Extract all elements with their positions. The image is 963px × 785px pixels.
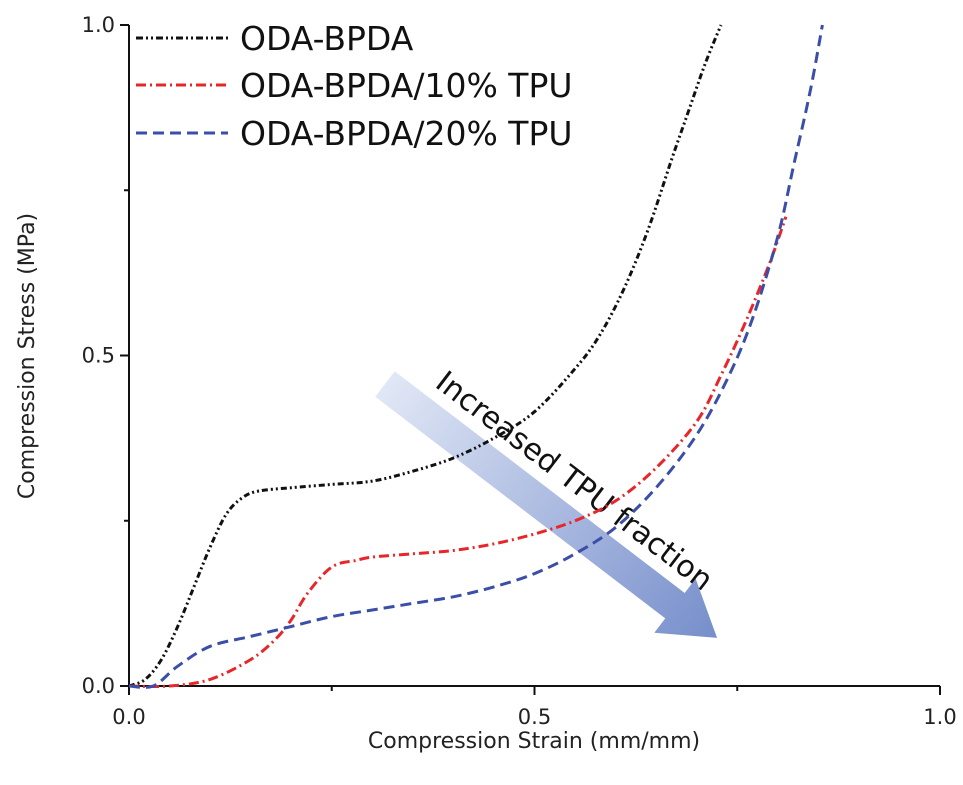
arrow-shape: [375, 371, 718, 638]
annotation-arrow: Increased TPU fraction: [375, 365, 719, 638]
y-tick-label: 0.0: [82, 674, 115, 698]
series-layer: [128, 24, 824, 689]
x-ticks: 0.0 0.5 1.0: [112, 686, 957, 729]
legend: ODA-BPDA ODA-BPDA/10% TPU ODA-BPDA/20% T…: [136, 19, 573, 153]
series-line-2: [128, 24, 824, 689]
legend-item-oda-bpda: ODA-BPDA: [136, 19, 414, 58]
y-tick-label: 0.5: [82, 344, 115, 368]
x-tick-label: 0.0: [112, 705, 145, 729]
legend-label-oda-bpda: ODA-BPDA: [240, 19, 414, 58]
y-tick-label: 1.0: [82, 13, 115, 37]
series-line-1: [128, 216, 788, 688]
legend-label-20-tpu: ODA-BPDA/20% TPU: [240, 114, 573, 153]
legend-label-10-tpu: ODA-BPDA/10% TPU: [240, 66, 573, 105]
x-tick-label: 1.0: [923, 705, 956, 729]
legend-item-10-tpu: ODA-BPDA/10% TPU: [136, 66, 573, 105]
annotation-text: Increased TPU fraction: [429, 365, 719, 599]
x-tick-label: 0.5: [518, 705, 551, 729]
x-axis-title: Compression Strain (mm/mm): [368, 729, 700, 754]
y-axis-title: Compression Stress (MPa): [15, 213, 40, 499]
y-ticks: 0.0 0.5 1.0: [82, 13, 129, 698]
series-line-0: [128, 24, 723, 688]
legend-item-20-tpu: ODA-BPDA/20% TPU: [136, 114, 573, 153]
